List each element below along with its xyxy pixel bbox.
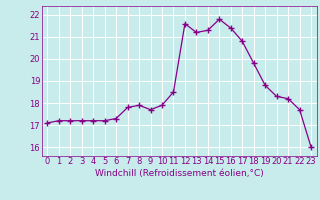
X-axis label: Windchill (Refroidissement éolien,°C): Windchill (Refroidissement éolien,°C): [95, 169, 264, 178]
